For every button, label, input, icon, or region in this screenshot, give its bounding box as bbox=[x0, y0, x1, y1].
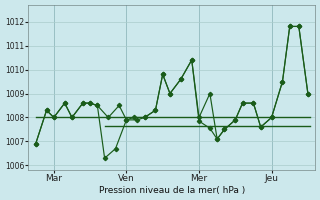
X-axis label: Pression niveau de la mer( hPa ): Pression niveau de la mer( hPa ) bbox=[99, 186, 245, 195]
